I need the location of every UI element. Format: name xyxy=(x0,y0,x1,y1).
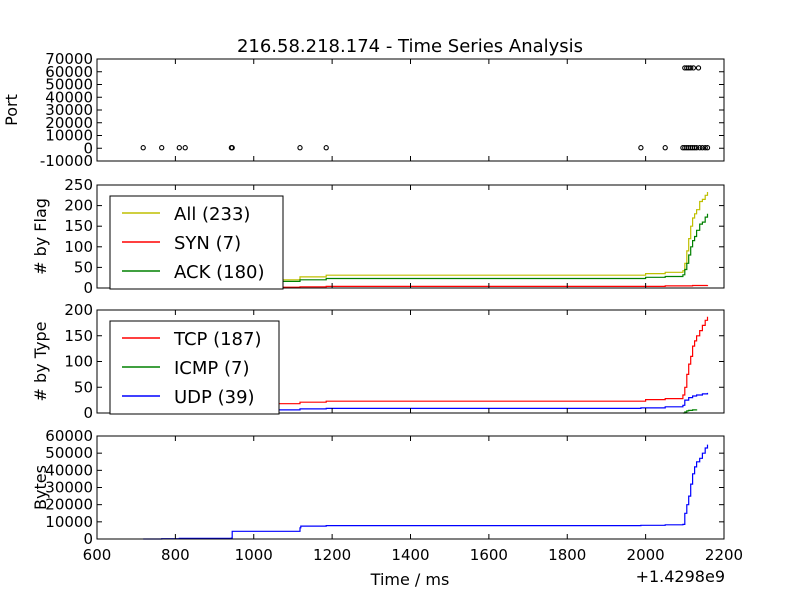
y-tick-label: 60000 xyxy=(45,63,93,81)
y-tick-label: 200 xyxy=(64,301,93,319)
y-axis-label: # by Type xyxy=(31,322,50,402)
scatter-point xyxy=(704,145,711,151)
axes-frame xyxy=(96,435,725,540)
legend-label: UDP (39) xyxy=(174,387,255,408)
x-tick-label: 2200 xyxy=(705,546,743,564)
x-tick-label: 1600 xyxy=(470,546,508,564)
scatter-point xyxy=(638,145,644,151)
y-tick-label: 10000 xyxy=(45,127,93,145)
x-axis-offset: +1.4298e9 xyxy=(636,567,725,586)
scatter-point xyxy=(695,65,702,71)
y-tick-label: 70000 xyxy=(45,50,93,68)
y-axis-label: # by Flag xyxy=(31,198,50,275)
x-tick-label: 800 xyxy=(161,546,190,564)
legend-label: ICMP (7) xyxy=(174,358,249,379)
scatter-point xyxy=(176,145,182,151)
y-tick-label: 40000 xyxy=(45,461,93,479)
figure-title: 216.58.218.174 - Time Series Analysis xyxy=(237,36,583,57)
scatter-point xyxy=(662,145,668,151)
y-tick-label: 0 xyxy=(83,530,93,548)
y-tick-label: 0 xyxy=(83,279,93,297)
y-tick-label: 0 xyxy=(83,139,93,157)
y-tick-label: 250 xyxy=(64,176,93,194)
axes-frame xyxy=(96,58,725,162)
scatter-point xyxy=(697,145,703,151)
panel-1: -100000100002000030000400005000060000700… xyxy=(2,50,725,170)
scatter-point xyxy=(323,145,329,151)
scatter-point xyxy=(693,145,700,151)
y-tick-label: 50 xyxy=(74,378,93,396)
x-axis-label: Time / ms xyxy=(370,570,450,589)
y-tick-label: 60000 xyxy=(45,427,93,445)
y-tick-label: 0 xyxy=(83,404,93,422)
scatter-point xyxy=(140,145,146,151)
y-tick-label: 10000 xyxy=(45,513,93,531)
y-tick-label: 30000 xyxy=(45,101,93,119)
y-axis-label: Bytes xyxy=(31,465,50,510)
scatter-point xyxy=(297,145,303,151)
legend-label: ACK (180) xyxy=(174,262,265,283)
y-tick-label: 20000 xyxy=(45,114,93,132)
y-tick-label: 200 xyxy=(64,197,93,215)
panels: -100000100002000030000400005000060000700… xyxy=(2,50,743,564)
legend-label: TCP (187) xyxy=(173,329,262,350)
scatter-point xyxy=(159,145,165,151)
x-tick-label: 1800 xyxy=(548,546,586,564)
y-axis-label: Port xyxy=(2,94,21,126)
scatter-point xyxy=(702,145,708,151)
scatter-point xyxy=(229,145,235,151)
scatter-point xyxy=(691,145,698,151)
y-tick-label: 150 xyxy=(64,217,93,235)
legend-label: All (233) xyxy=(174,204,250,225)
y-tick-label: 100 xyxy=(64,353,93,371)
y-tick-label: 20000 xyxy=(45,496,93,514)
y-tick-label: 40000 xyxy=(45,88,93,106)
x-tick-label: 1200 xyxy=(313,546,351,564)
panel-3: 0 50 100 150 200 # by Type TCP (187) ICMP (7) UD… xyxy=(31,301,725,422)
x-tick-label: 2000 xyxy=(627,546,665,564)
y-tick-label: 50 xyxy=(74,258,93,276)
series-line-1 xyxy=(143,444,709,540)
scatter-point xyxy=(688,65,694,71)
legend: TCP (187) ICMP (7) UDP (39) xyxy=(109,320,280,415)
legend: All (233) SYN (7) ACK (180) xyxy=(109,195,284,290)
x-tick-label: 600 xyxy=(83,546,112,564)
scatter-point xyxy=(699,145,706,151)
y-tick-label: 50000 xyxy=(45,76,93,94)
scatter-point xyxy=(690,65,697,71)
x-tick-label: 1400 xyxy=(391,546,429,564)
y-tick-label: -10000 xyxy=(40,152,93,170)
series-line-2 xyxy=(682,409,698,414)
y-tick-label: 30000 xyxy=(45,479,93,497)
y-tick-label: 150 xyxy=(64,327,93,345)
panel-2: 0 50 100 150 200 250 # by Flag All (233) SYN (7)… xyxy=(31,176,725,297)
x-tick-label: 1000 xyxy=(235,546,273,564)
y-tick-label: 100 xyxy=(64,238,93,256)
scatter-point xyxy=(182,145,188,151)
legend-label: SYN (7) xyxy=(174,233,241,254)
y-tick-label: 50000 xyxy=(45,444,93,462)
